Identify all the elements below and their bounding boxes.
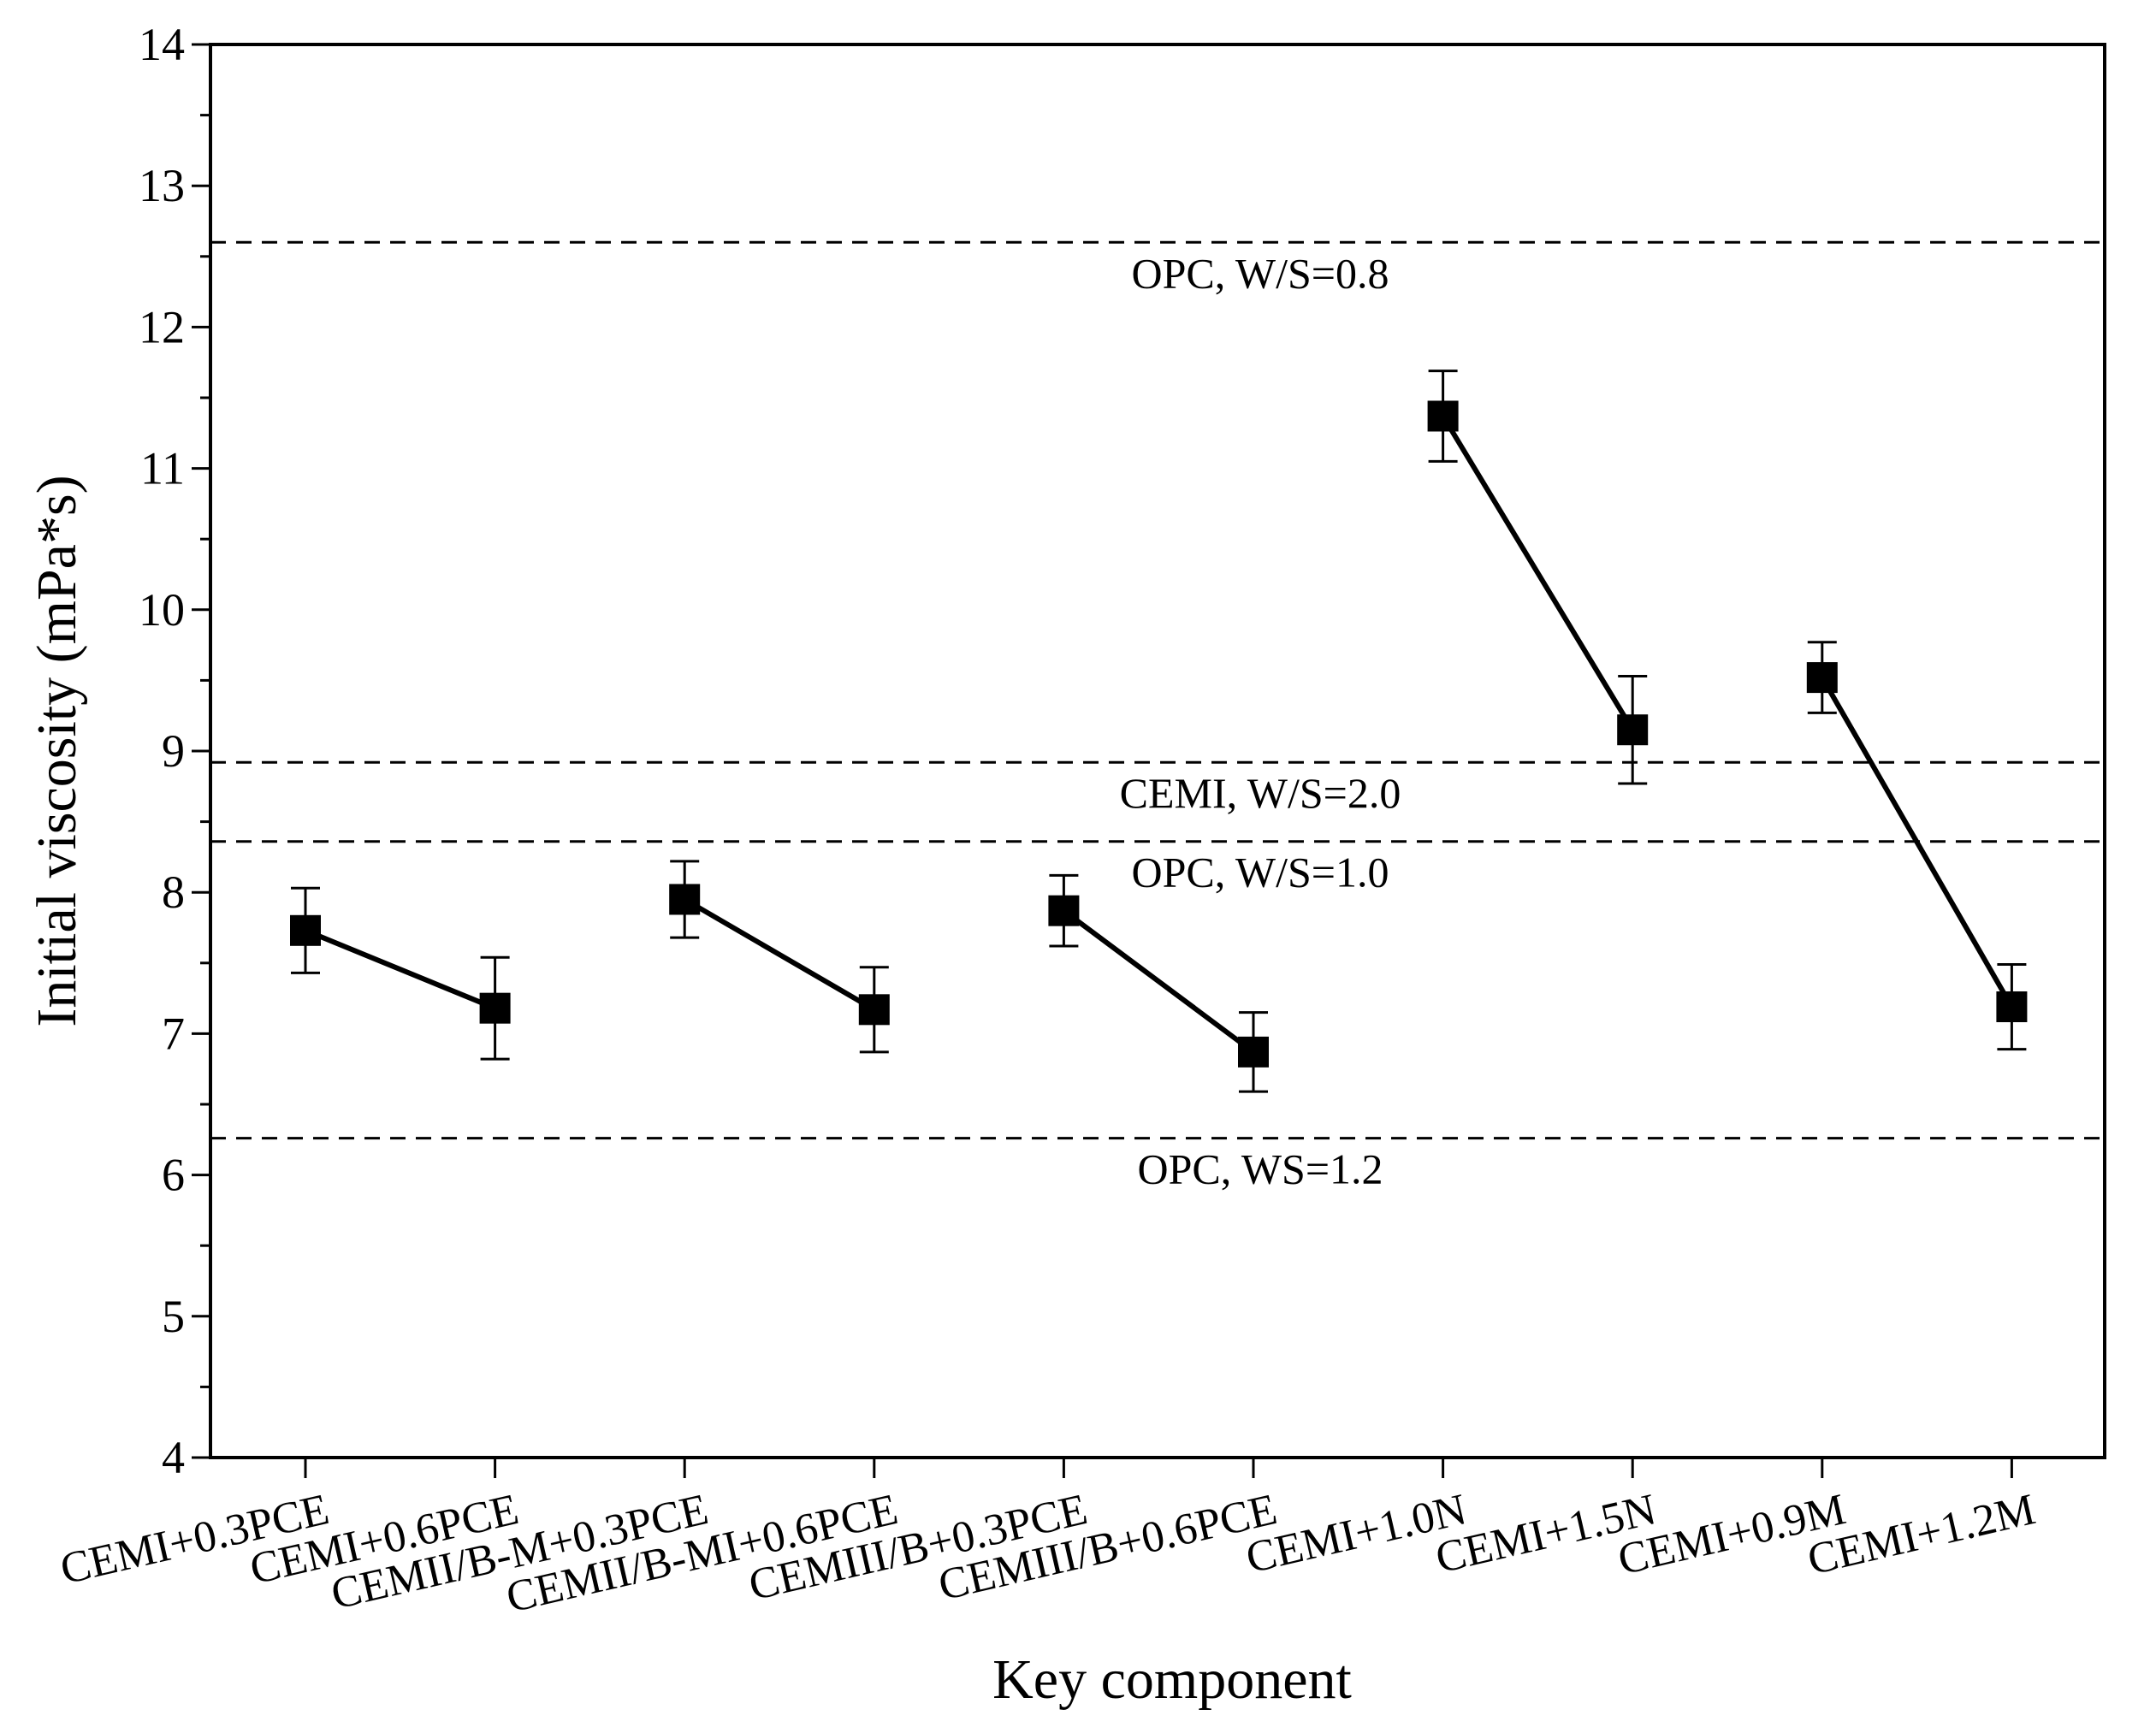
y-tick-label: 14 [139, 19, 185, 70]
data-point-marker [1617, 714, 1649, 746]
connecting-line [1820, 676, 2014, 1008]
connecting-line [1441, 414, 1635, 731]
y-tick-label: 5 [162, 1291, 185, 1342]
y-tick-label: 6 [162, 1150, 185, 1201]
y-tick-label: 10 [139, 584, 185, 636]
data-point-marker [1996, 991, 2028, 1023]
y-tick-label: 4 [162, 1432, 185, 1483]
data-point-marker [1806, 662, 1838, 694]
connecting-line [304, 928, 496, 1011]
y-tick-label: 12 [139, 301, 185, 352]
data-point-marker [1048, 895, 1080, 926]
data-point-marker [669, 884, 701, 915]
y-tick-label: 11 [140, 443, 185, 494]
connecting-line [683, 896, 876, 1012]
x-axis: CEMI+0.3PCECEMI+0.6PCECEMII/B-M+0.3PCECE… [56, 1458, 2040, 1623]
reference-line-label: OPC, WS=1.2 [1137, 1145, 1383, 1193]
x-axis-title: Key component [992, 1648, 1352, 1711]
reference-lines: OPC, W/S=0.8 CEMI, W/S=2.0 OPC, W/S=1.0 OPC… [210, 240, 2105, 1193]
y-axis: 4 5 6 7 8 9 10 11 12 13 14 [139, 19, 210, 1483]
y-tick-label: 7 [162, 1008, 185, 1059]
data-point-marker [290, 914, 321, 946]
reference-line-label: OPC, W/S=1.0 [1132, 849, 1389, 896]
data-point-marker [1427, 400, 1459, 432]
y-tick-label: 9 [162, 725, 185, 777]
connecting-line [1062, 908, 1255, 1055]
data-series [290, 370, 2028, 1093]
data-point-marker [858, 994, 890, 1026]
y-axis-title: Initial viscosity (mPa*s) [26, 475, 88, 1026]
y-tick-label: 13 [139, 160, 185, 211]
reference-line-label: OPC, W/S=0.8 [1132, 249, 1389, 297]
reference-line-label: CEMI, W/S=2.0 [1120, 769, 1401, 817]
y-tick-label: 8 [162, 866, 185, 918]
data-point-marker [1238, 1036, 1269, 1068]
data-point-marker [479, 992, 511, 1024]
